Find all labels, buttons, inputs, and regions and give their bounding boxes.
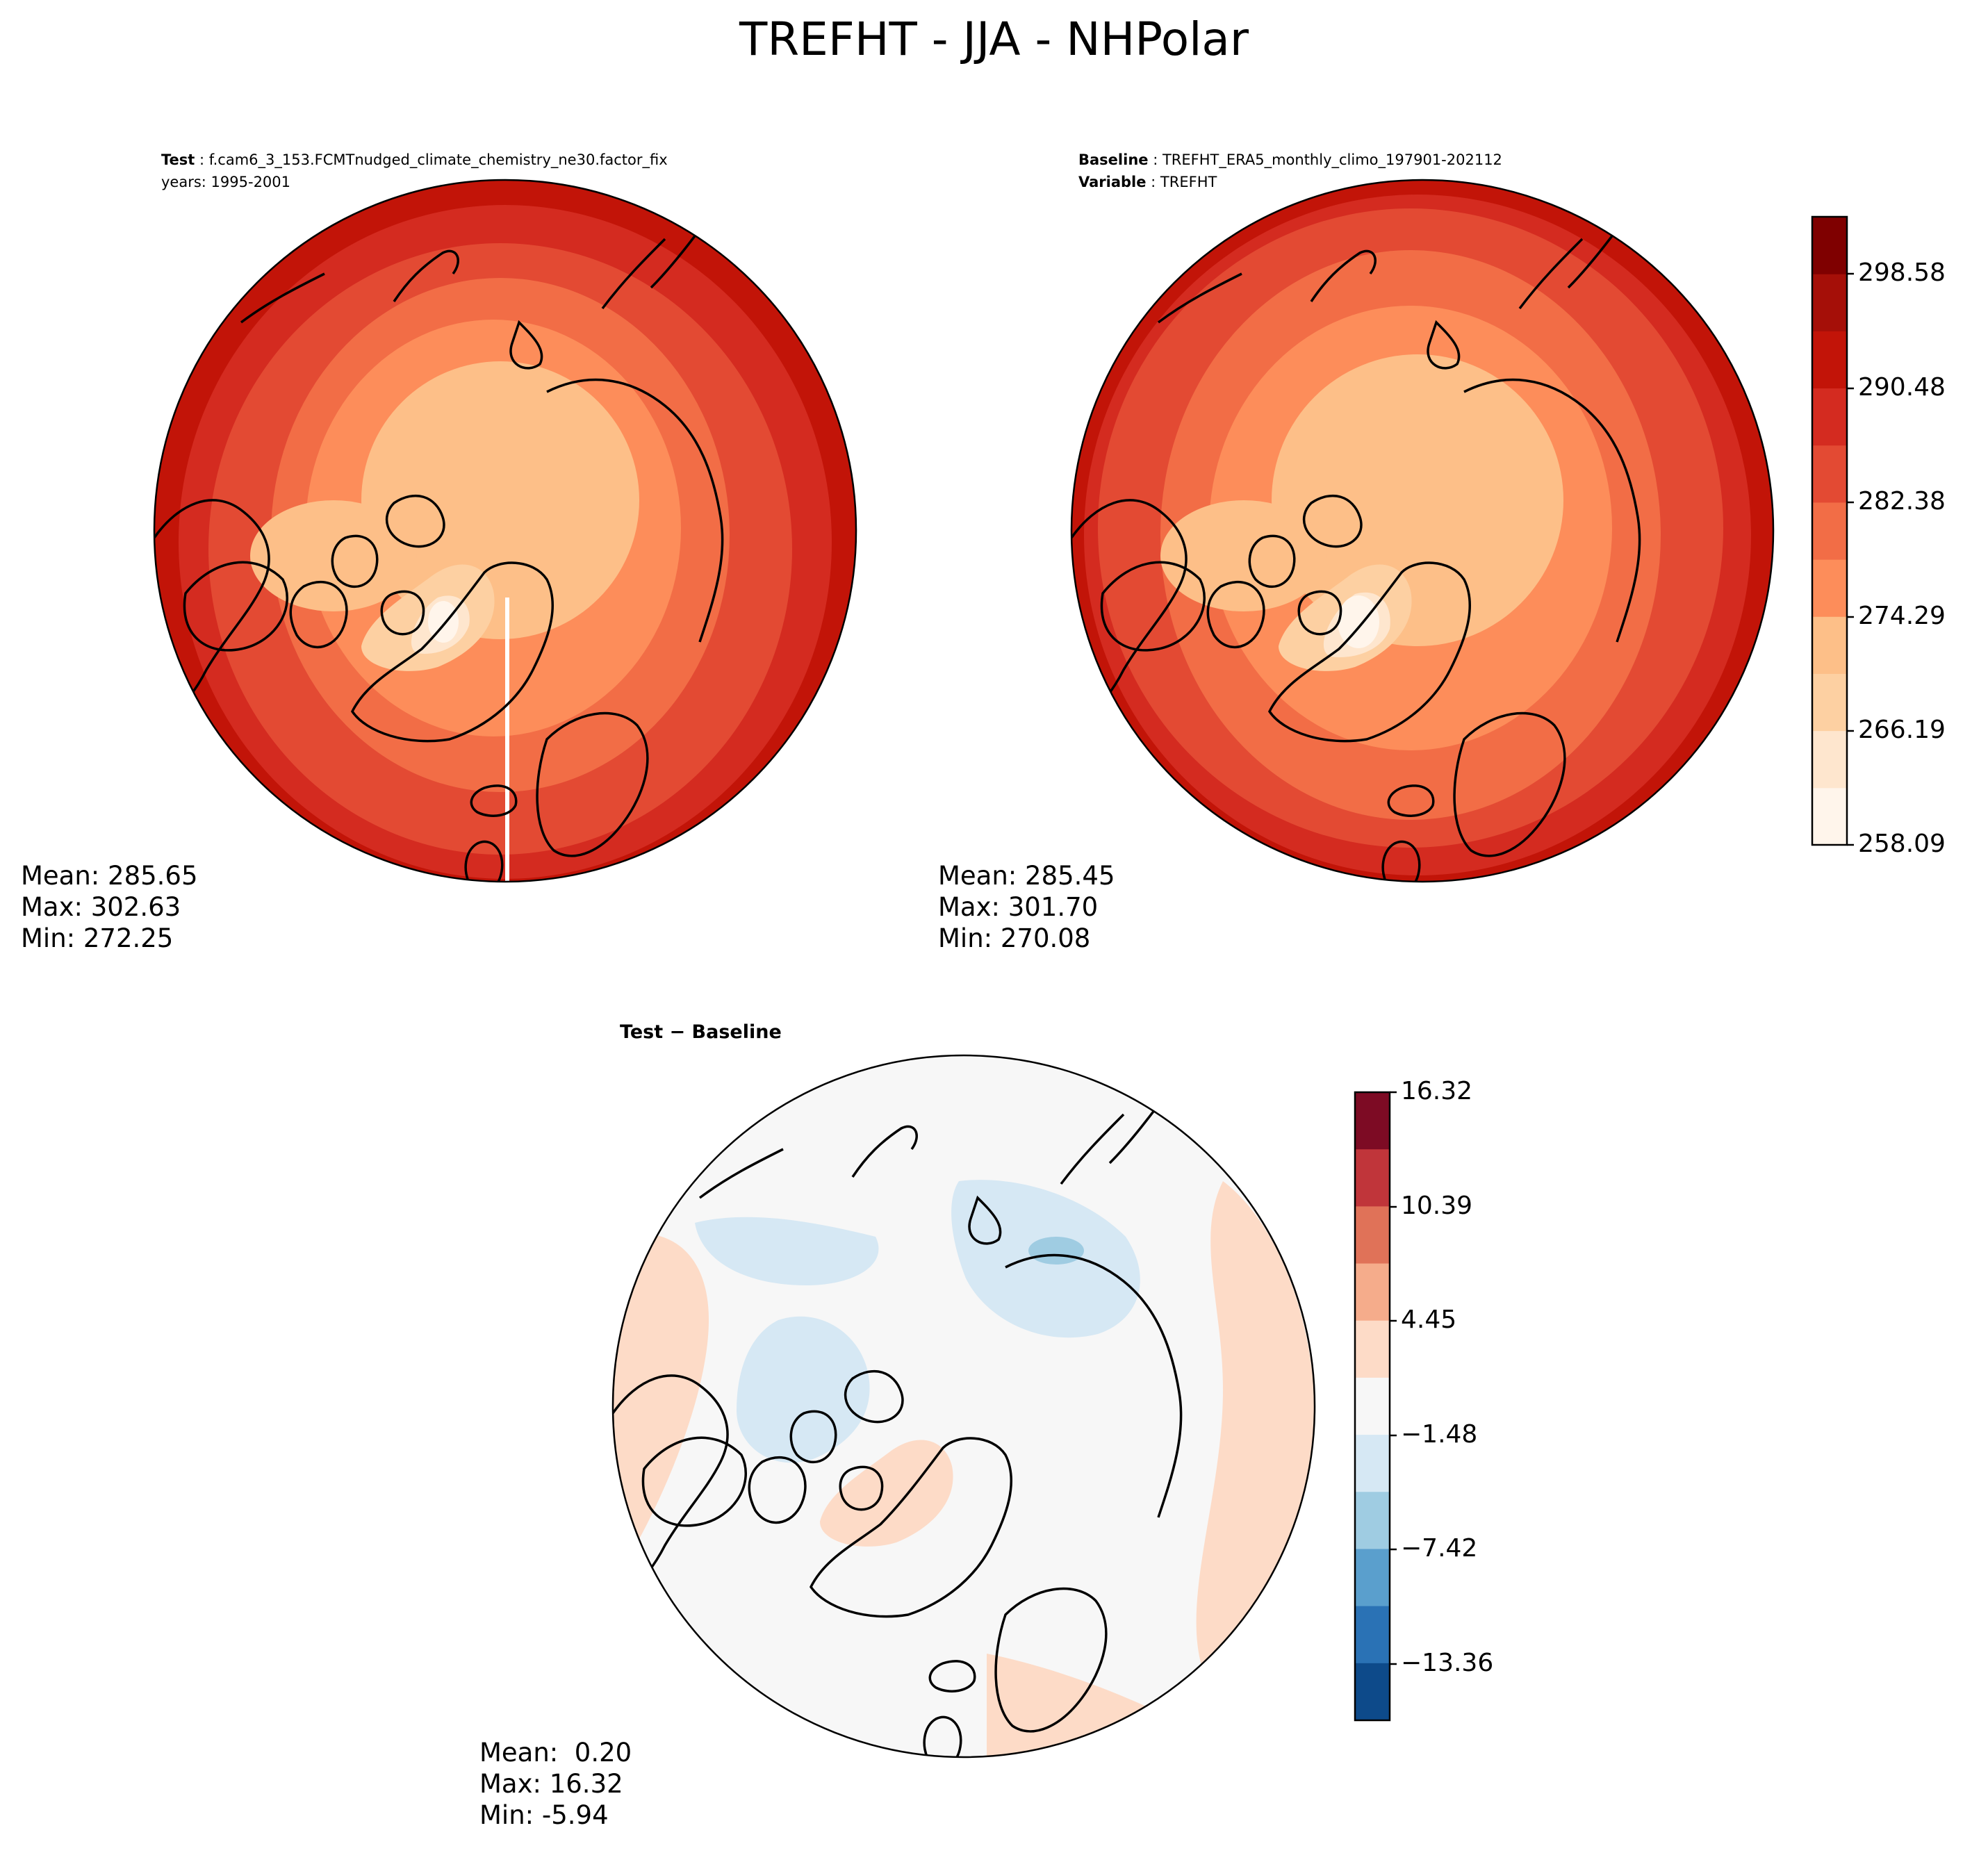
colorbar-diff xyxy=(1354,1091,1397,1722)
diff-zone-warm-greenland xyxy=(820,1440,953,1547)
diff-zone-cool-canada xyxy=(737,1316,870,1463)
test-map xyxy=(154,180,856,882)
diff-stats: Mean: 0.20 Max: 16.32 Min: -5.94 xyxy=(479,1737,632,1831)
colorbar-diff-tick-label: −13.36 xyxy=(1401,1649,1494,1677)
diff-panel-title: Test − Baseline xyxy=(620,1021,782,1043)
colorbar-main-tick-label: 266.19 xyxy=(1858,716,1946,744)
colorbar-diff-segment xyxy=(1355,1663,1390,1721)
baseline-separator: : xyxy=(1148,151,1163,168)
diff-map xyxy=(613,1055,1315,1757)
colorbar-main-tick-label: 282.38 xyxy=(1858,487,1946,516)
variable-separator: : xyxy=(1146,174,1160,190)
baseline-greenland-c xyxy=(1338,595,1379,648)
figure-title: TREFHT - JJA - NHPolar xyxy=(739,13,1249,66)
variable-label: Variable xyxy=(1078,174,1147,190)
colorbar-diff-segment xyxy=(1355,1092,1390,1150)
colorbar-main-tick-label: 274.29 xyxy=(1858,602,1946,630)
colorbar-diff-segment xyxy=(1355,1377,1390,1435)
colorbar-main-border xyxy=(1811,215,1848,846)
colorbar-diff-tick-label: 16.32 xyxy=(1401,1077,1473,1105)
colorbar-diff-tick-label: −1.48 xyxy=(1401,1420,1478,1449)
colorbar-main xyxy=(1811,215,1854,846)
diff-stat-min: Min: -5.94 xyxy=(479,1800,609,1830)
colorbar-main-segment xyxy=(1812,787,1847,846)
test-stat-min: Min: 272.25 xyxy=(21,923,174,953)
test-case-name: f.cam6_3_153.FCMTnudged_climate_chemistr… xyxy=(208,151,668,168)
colorbar-diff-segment xyxy=(1355,1606,1390,1664)
colorbar-diff-tick-label: 4.45 xyxy=(1401,1306,1457,1334)
baseline-stat-max: Max: 301.70 xyxy=(938,892,1099,922)
colorbar-main-tick-label: 290.48 xyxy=(1858,373,1946,402)
colorbar-main-segment xyxy=(1812,217,1847,274)
colorbar-main-segment xyxy=(1812,502,1847,560)
test-label: Test xyxy=(161,151,195,168)
diff-stat-mean: Mean: 0.20 xyxy=(479,1738,632,1768)
colorbar-diff-segment xyxy=(1355,1149,1390,1207)
diff-map-border xyxy=(611,1054,1316,1759)
test-stats: Mean: 285.65 Max: 302.63 Min: 272.25 xyxy=(21,860,198,954)
test-stat-mean: Mean: 285.65 xyxy=(21,861,198,891)
baseline-map-border xyxy=(1070,179,1775,883)
test-years: years: 1995-2001 xyxy=(161,174,291,190)
diff-zone-cool-alaska xyxy=(695,1217,879,1285)
colorbar-main-segment xyxy=(1812,730,1847,789)
baseline-zone-polar xyxy=(1272,354,1563,646)
colorbar-diff-segment xyxy=(1355,1206,1390,1265)
colorbar-diff-tick-label: −7.42 xyxy=(1401,1534,1478,1563)
test-seam xyxy=(505,598,509,882)
colorbar-main-segment xyxy=(1812,559,1847,617)
colorbar-main-segment xyxy=(1812,331,1847,389)
colorbar-diff-border xyxy=(1354,1091,1391,1722)
baseline-map xyxy=(1071,180,1773,882)
colorbar-main-tick-label: 298.58 xyxy=(1858,258,1946,287)
diff-stat-max: Max: 16.32 xyxy=(479,1769,623,1799)
colorbar-main-segment xyxy=(1812,274,1847,331)
test-zone-polar xyxy=(361,361,639,639)
colorbar-main-segment xyxy=(1812,616,1847,674)
baseline-label: Baseline xyxy=(1078,151,1149,168)
colorbar-main-segment xyxy=(1812,388,1847,446)
test-map-border xyxy=(153,179,857,883)
colorbar-diff-segment xyxy=(1355,1320,1390,1378)
diff-zone-warm-left xyxy=(613,1233,709,1563)
colorbar-main-segment xyxy=(1812,445,1847,503)
diff-zone-cool2-siberia xyxy=(1028,1237,1084,1265)
baseline-stats: Mean: 285.45 Max: 301.70 Min: 270.08 xyxy=(938,860,1115,954)
colorbar-main-tick-label: 258.09 xyxy=(1858,830,1946,858)
baseline-stat-min: Min: 270.08 xyxy=(938,923,1091,953)
test-separator: : xyxy=(195,151,209,168)
colorbar-diff-segment xyxy=(1355,1549,1390,1607)
test-panel-header: Test : f.cam6_3_153.FCMTnudged_climate_c… xyxy=(161,126,668,193)
colorbar-diff-segment xyxy=(1355,1263,1390,1321)
baseline-case-name: TREFHT_ERA5_monthly_climo_197901-202112 xyxy=(1162,151,1502,168)
colorbar-diff-tick-label: 10.39 xyxy=(1401,1192,1473,1220)
test-stat-max: Max: 302.63 xyxy=(21,892,181,922)
baseline-stat-mean: Mean: 285.45 xyxy=(938,861,1115,891)
colorbar-diff-segment xyxy=(1355,1492,1390,1549)
baseline-panel-header: Baseline : TREFHT_ERA5_monthly_climo_197… xyxy=(1078,126,1502,193)
variable-name: TREFHT xyxy=(1160,174,1217,190)
colorbar-main-segment xyxy=(1812,673,1847,732)
colorbar-diff-segment xyxy=(1355,1435,1390,1492)
